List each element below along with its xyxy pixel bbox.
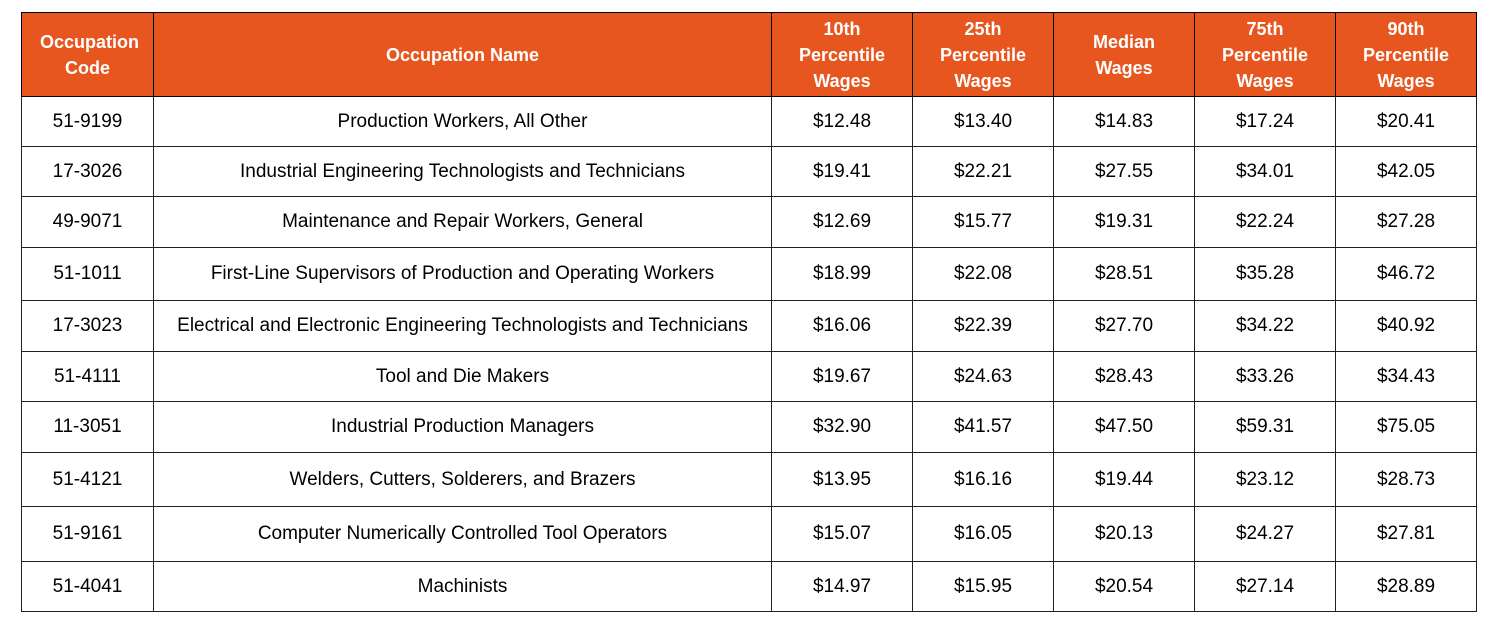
column-header: 25th Percentile Wages [912, 12, 1054, 97]
occupation-code: 17-3026 [21, 146, 154, 197]
wage-cell: $15.95 [912, 561, 1054, 612]
wage-cell: $28.89 [1335, 561, 1477, 612]
wage-table: Occupation Code Occupation Name 10th Perce… [21, 12, 1477, 612]
column-header: Occupation Name [153, 12, 772, 97]
wage-cell: $18.99 [771, 247, 913, 301]
occupation-name: Maintenance and Repair Workers, General [153, 196, 772, 248]
occupation-code: 51-4121 [21, 452, 154, 507]
wage-cell: $28.73 [1335, 452, 1477, 507]
wage-cell: $13.40 [912, 96, 1054, 147]
occupation-name: Tool and Die Makers [153, 351, 772, 402]
wage-cell: $22.08 [912, 247, 1054, 301]
wage-cell: $20.13 [1053, 506, 1195, 562]
wage-cell: $22.21 [912, 146, 1054, 197]
column-header: 10th Percentile Wages [771, 12, 913, 97]
wage-cell: $27.55 [1053, 146, 1195, 197]
wage-cell: $15.77 [912, 196, 1054, 248]
table-row: 51-9199 Production Workers, All Other $12.… [21, 96, 1477, 147]
table-row: 49-9071 Maintenance and Repair Workers, G… [21, 196, 1477, 248]
wage-cell: $12.48 [771, 96, 913, 147]
table-row: 51-4041 Machinists $14.97 $15.95 $20.54 $27.1… [21, 561, 1477, 612]
wage-cell: $24.27 [1194, 506, 1336, 562]
wage-cell: $46.72 [1335, 247, 1477, 301]
occupation-code: 51-4041 [21, 561, 154, 612]
wage-cell: $42.05 [1335, 146, 1477, 197]
wage-cell: $14.97 [771, 561, 913, 612]
occupation-name: Production Workers, All Other [153, 96, 772, 147]
column-header: Median Wages [1053, 12, 1195, 97]
wage-cell: $27.14 [1194, 561, 1336, 612]
column-header: 75th Percentile Wages [1194, 12, 1336, 97]
occupation-code: 17-3023 [21, 300, 154, 352]
wage-cell: $32.90 [771, 401, 913, 453]
wage-cell: $35.28 [1194, 247, 1336, 301]
wage-cell: $22.39 [912, 300, 1054, 352]
occupation-name: Industrial Production Managers [153, 401, 772, 453]
wage-cell: $34.22 [1194, 300, 1336, 352]
table-row: 17-3023 Electrical and Electronic Enginee… [21, 300, 1477, 352]
column-header: 90th Percentile Wages [1335, 12, 1477, 97]
header-row: Occupation Code Occupation Name 10th Perce… [21, 12, 1477, 97]
wage-cell: $20.54 [1053, 561, 1195, 612]
occupation-code: 49-9071 [21, 196, 154, 248]
wage-cell: $19.31 [1053, 196, 1195, 248]
table-row: 51-1011 First-Line Supervisors of Product… [21, 247, 1477, 301]
wage-cell: $17.24 [1194, 96, 1336, 147]
occupation-code: 11-3051 [21, 401, 154, 453]
wage-cell: $34.01 [1194, 146, 1336, 197]
wage-cell: $19.67 [771, 351, 913, 402]
occupation-code: 51-4111 [21, 351, 154, 402]
occupation-name: Machinists [153, 561, 772, 612]
table-row: 11-3051 Industrial Production Managers $32… [21, 401, 1477, 453]
wage-cell: $34.43 [1335, 351, 1477, 402]
occupation-name: Computer Numerically Controlled Tool Ope… [153, 506, 772, 562]
wage-cell: $15.07 [771, 506, 913, 562]
column-header: Occupation Code [21, 12, 154, 97]
wage-cell: $24.63 [912, 351, 1054, 402]
table-row: 51-9161 Computer Numerically Controlled T… [21, 506, 1477, 562]
occupation-code: 51-1011 [21, 247, 154, 301]
wage-cell: $16.05 [912, 506, 1054, 562]
table-body: 51-9199 Production Workers, All Other $12.… [21, 96, 1477, 612]
table-row: 51-4111 Tool and Die Makers $19.67 $24.63 $2… [21, 351, 1477, 402]
wage-cell: $59.31 [1194, 401, 1336, 453]
table-row: 17-3026 Industrial Engineering Technologi… [21, 146, 1477, 197]
wage-cell: $16.16 [912, 452, 1054, 507]
occupation-name: Electrical and Electronic Engineering Te… [153, 300, 772, 352]
wage-cell: $13.95 [771, 452, 913, 507]
wage-cell: $12.69 [771, 196, 913, 248]
wage-cell: $14.83 [1053, 96, 1195, 147]
wage-cell: $22.24 [1194, 196, 1336, 248]
wage-cell: $47.50 [1053, 401, 1195, 453]
occupation-code: 51-9161 [21, 506, 154, 562]
wage-cell: $28.43 [1053, 351, 1195, 402]
wage-cell: $19.44 [1053, 452, 1195, 507]
wage-cell: $75.05 [1335, 401, 1477, 453]
wage-cell: $40.92 [1335, 300, 1477, 352]
wage-cell: $27.70 [1053, 300, 1195, 352]
wage-cell: $41.57 [912, 401, 1054, 453]
occupation-name: Welders, Cutters, Solderers, and Brazers [153, 452, 772, 507]
table-row: 51-4121 Welders, Cutters, Solderers, and … [21, 452, 1477, 507]
wage-cell: $27.28 [1335, 196, 1477, 248]
wage-cell: $19.41 [771, 146, 913, 197]
wage-cell: $23.12 [1194, 452, 1336, 507]
wage-cell: $27.81 [1335, 506, 1477, 562]
occupation-name: First-Line Supervisors of Production and… [153, 247, 772, 301]
wage-cell: $16.06 [771, 300, 913, 352]
wage-cell: $33.26 [1194, 351, 1336, 402]
wage-cell: $28.51 [1053, 247, 1195, 301]
occupation-code: 51-9199 [21, 96, 154, 147]
occupation-name: Industrial Engineering Technologists and… [153, 146, 772, 197]
wage-cell: $20.41 [1335, 96, 1477, 147]
